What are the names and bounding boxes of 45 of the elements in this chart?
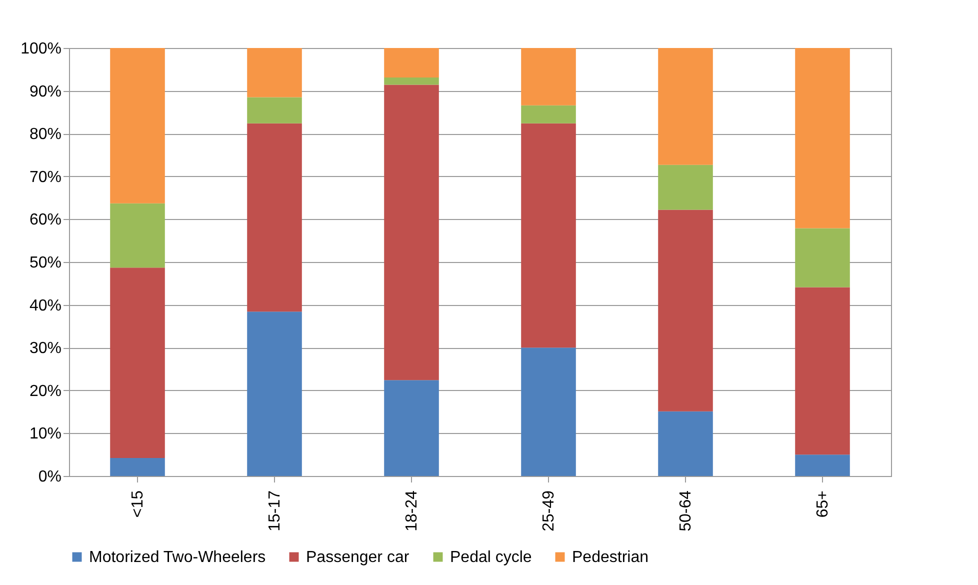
bar — [247, 312, 302, 476]
x-tick-label: 50-64 — [678, 490, 694, 532]
y-tick-label: 70% — [29, 168, 62, 186]
x-tick-label: 18-24 — [404, 490, 420, 532]
bar — [384, 78, 439, 85]
legend-label: Motorized Two-Wheelers — [89, 549, 266, 566]
y-tick-label: 100% — [20, 40, 62, 58]
bar — [795, 454, 850, 476]
y-tick-label: 50% — [29, 254, 62, 272]
y-tick-label: 30% — [29, 340, 62, 358]
bar — [521, 105, 576, 124]
y-tick-label: 20% — [29, 382, 62, 400]
y-tick-label: 90% — [29, 83, 62, 100]
bar — [795, 48, 850, 228]
bar — [521, 48, 576, 106]
bar — [384, 48, 439, 78]
legend-label: Passenger car — [306, 549, 410, 566]
y-tick-label: 10% — [29, 426, 62, 443]
bar — [521, 123, 576, 348]
bar — [521, 348, 576, 476]
bar — [795, 287, 850, 455]
bar — [658, 48, 713, 165]
legend-label: Pedal cycle — [450, 549, 532, 566]
y-tick-label: 80% — [29, 126, 62, 144]
legend-label: Pedestrian — [572, 549, 648, 566]
bar — [247, 123, 302, 312]
y-tick-label: 0% — [38, 468, 62, 486]
x-tick-label: 25-49 — [540, 490, 558, 532]
bar — [795, 228, 850, 288]
bar — [658, 164, 713, 210]
bar — [658, 411, 713, 476]
x-tick-label: 65+ — [814, 490, 832, 518]
x-tick-label: 15-17 — [266, 490, 284, 532]
bar — [247, 48, 302, 98]
bar — [384, 380, 439, 476]
bar — [384, 84, 439, 380]
bar — [110, 203, 165, 268]
bar — [110, 268, 165, 458]
bar — [247, 97, 302, 124]
bar — [110, 48, 165, 204]
x-tick-label: <15 — [130, 490, 146, 518]
y-tick-label: 60% — [29, 212, 62, 229]
bar — [110, 458, 165, 476]
y-tick-label: 40% — [29, 297, 62, 314]
bar — [658, 210, 713, 412]
